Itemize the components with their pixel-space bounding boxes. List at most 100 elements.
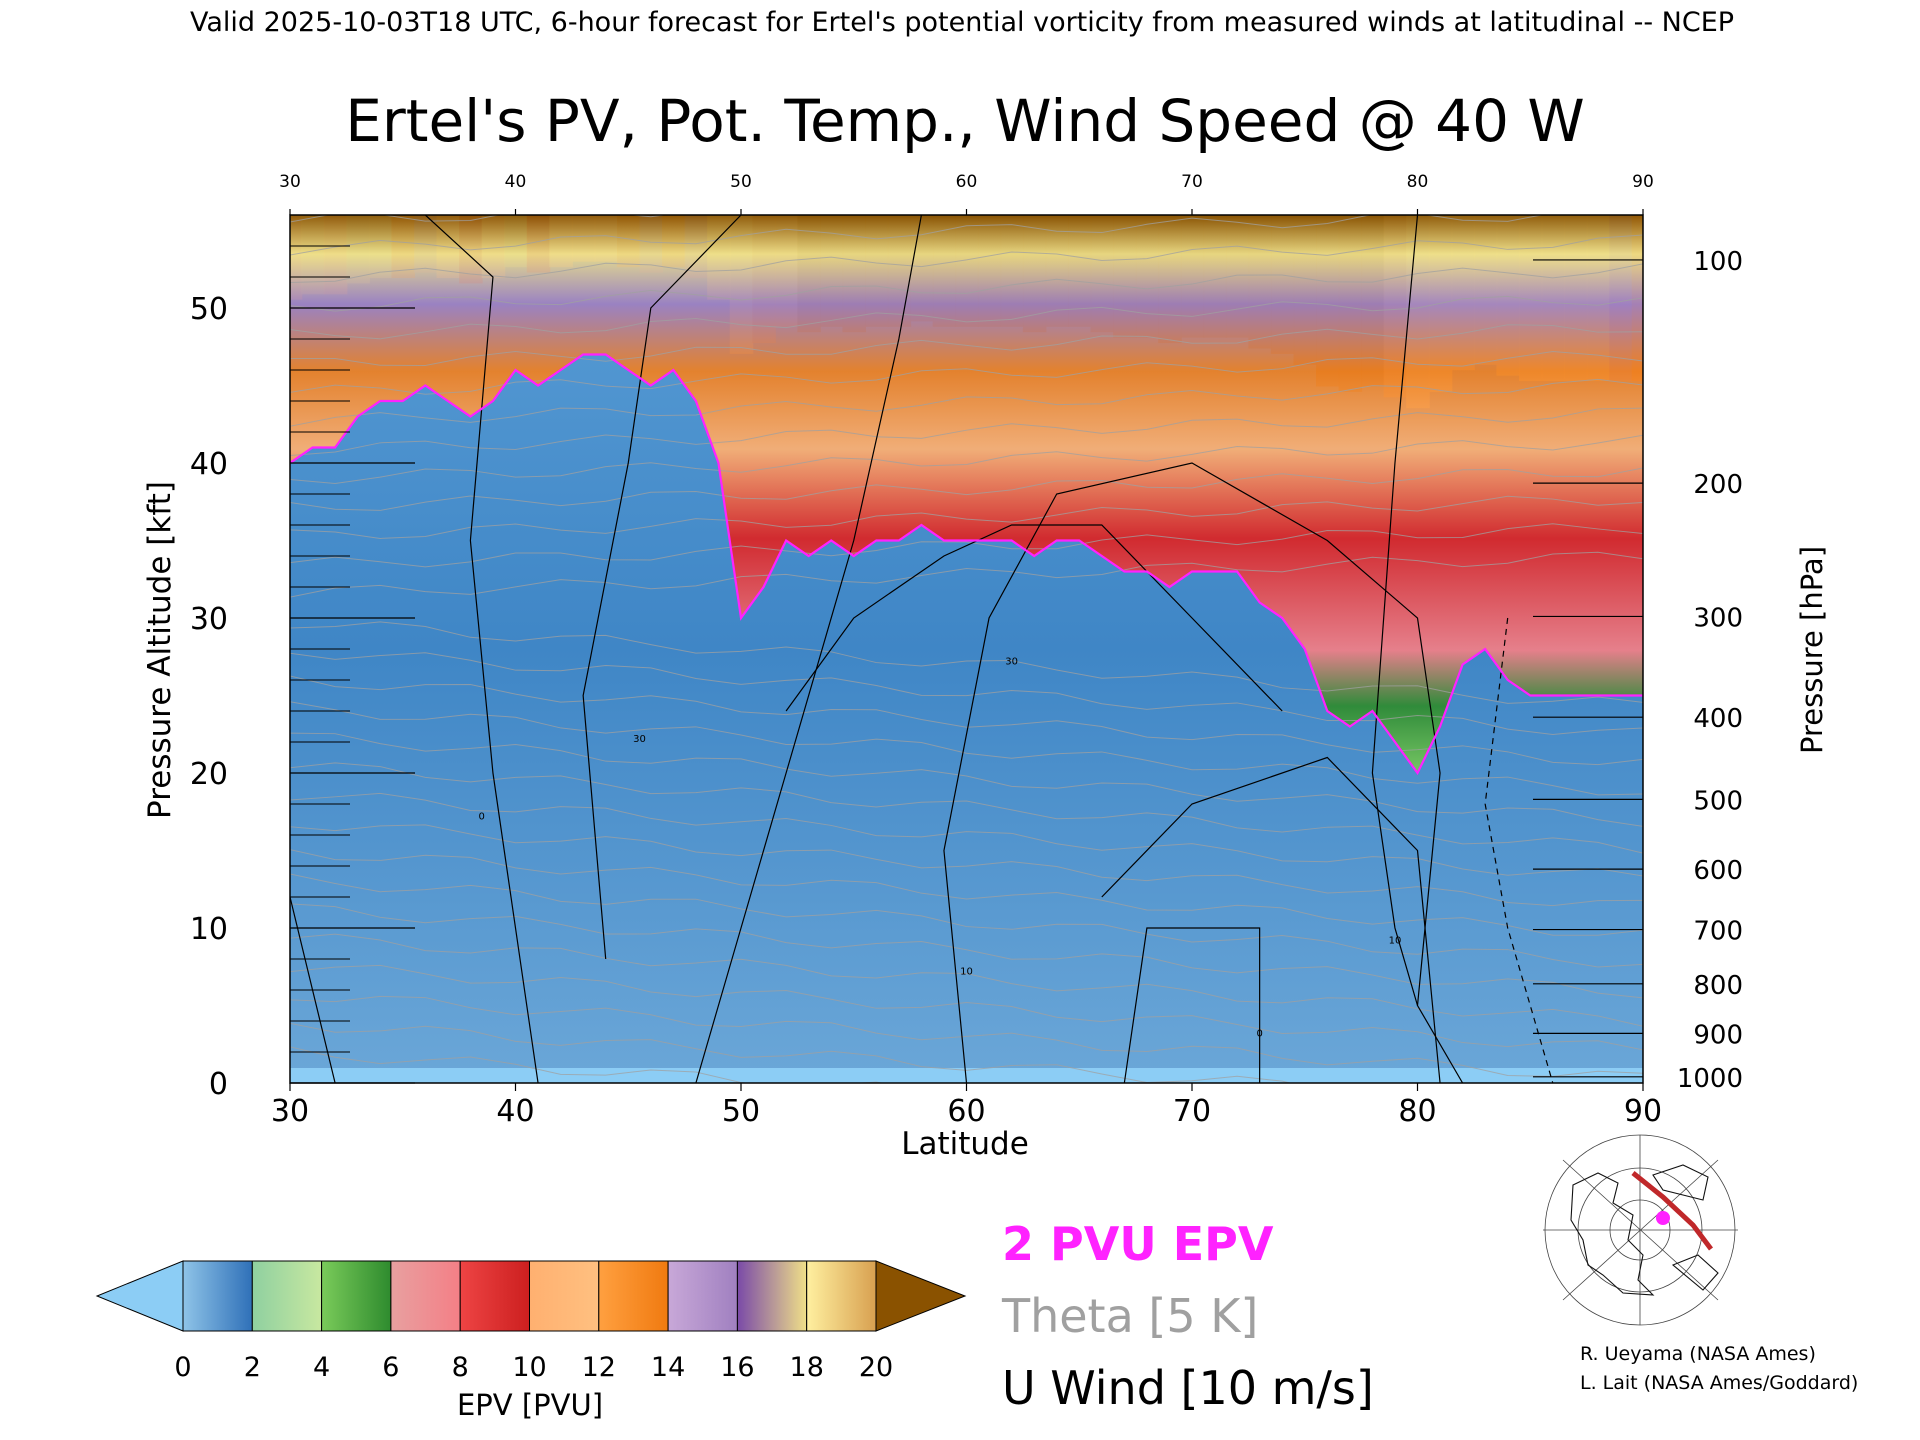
u-wind-contour [1371, 215, 1419, 1006]
pressure-tick-label: 200 [1693, 470, 1743, 500]
theta-isentrope [290, 621, 1643, 704]
pressure-tick-label: 700 [1693, 917, 1743, 947]
colorbar-over-arrow [875, 1260, 967, 1332]
pressure-tick-label: 500 [1693, 786, 1743, 816]
colorbar-bin [321, 1260, 392, 1332]
colorbar-tick-label: 12 [582, 1352, 616, 1383]
section-marker [1656, 1211, 1670, 1225]
u-wind-contour [785, 524, 1283, 712]
u-wind-contour [424, 215, 539, 1083]
colorbar-tick-label: 2 [244, 1352, 261, 1383]
colorbar-tick-label: 14 [651, 1352, 685, 1383]
x-tick-label: 50 [722, 1094, 760, 1129]
y-tick-label: 0 [209, 1067, 228, 1102]
u-wind-label: 0 [478, 812, 484, 823]
credits: R. Ueyama (NASA Ames) L. Lait (NASA Ames… [1580, 1340, 1858, 1398]
pressure-tick-label: 100 [1693, 247, 1743, 277]
u-wind-label: 30 [1005, 657, 1018, 668]
credit-line-2: L. Lait (NASA Ames/Goddard) [1580, 1372, 1859, 1394]
y-tick-label: 40 [190, 447, 228, 482]
top-x-tick-label: 90 [1632, 172, 1654, 192]
chart-title: Ertel's PV, Pot. Temp., Wind Speed @ 40 … [345, 87, 1585, 155]
x-tick-label: 40 [496, 1094, 534, 1129]
u-wind-label: 0 [1256, 1029, 1262, 1040]
theta-isentrope [290, 407, 1643, 457]
top-x-tick-label: 50 [730, 172, 752, 192]
colorbar: 0 2 4 6 8 10 12 14 16 18 20 [95, 1260, 967, 1383]
pressure-tick-label: 1000 [1677, 1064, 1743, 1094]
theta-isentrope [290, 792, 1643, 877]
theta-isentrope [290, 1022, 1293, 1083]
colorbar-bin [736, 1260, 808, 1332]
x-tick-label: 80 [1398, 1094, 1436, 1129]
theta-isentrope [290, 933, 1643, 1027]
top-x-tick-label: 80 [1407, 172, 1429, 192]
x-tick-label: 30 [271, 1094, 309, 1129]
y-tick-label: 20 [190, 757, 228, 792]
legend-item-theta: Theta [5 K] [1001, 1289, 1258, 1343]
u-wind-label: 10 [960, 967, 973, 978]
x-axis: 30 40 50 60 70 80 90 [271, 1083, 1662, 1129]
theta-isentrope [290, 1046, 885, 1083]
colorbar-label: EPV [PVU] [457, 1388, 603, 1422]
theta-isentrope [290, 467, 1643, 511]
u-wind-label: 10 [1389, 936, 1402, 947]
theta-isentrope [290, 434, 1643, 484]
x-tick-label: 70 [1173, 1094, 1211, 1129]
u-wind-label: 30 [633, 734, 646, 745]
theta-isentrope [290, 551, 1643, 598]
pressure-axis: 1000 900 800 700 600 500 400 300 200 100 [1533, 247, 1743, 1094]
colorbar-tick-label: 6 [382, 1352, 399, 1383]
x-axis-label: Latitude [901, 1126, 1029, 1162]
continent-outline [1570, 1164, 1719, 1296]
inset-map [1543, 1134, 1738, 1326]
theta-isentrope [290, 849, 1643, 936]
colorbar-bin [529, 1260, 600, 1332]
u-wind-contour [1484, 617, 1554, 1083]
colorbar-under-arrow [95, 1260, 184, 1332]
theta-isentrope [290, 995, 1643, 1077]
pv-2pvu-contour [290, 353, 1643, 776]
stratosphere-fill [290, 215, 1643, 773]
pressure-tick-label: 900 [1693, 1020, 1743, 1050]
colorbar-bin [182, 1260, 253, 1332]
u-wind-contour [1123, 927, 1261, 1083]
y-tick-label: 10 [190, 912, 228, 947]
colorbar-bin [667, 1260, 738, 1332]
theta-isentrope [290, 732, 1643, 827]
theta-isentrope [290, 762, 1643, 854]
u-wind-contour [582, 215, 742, 960]
pressure-tick-label: 600 [1693, 856, 1743, 886]
theta-isentrope [290, 824, 1643, 907]
top-x-tick-label: 60 [956, 172, 978, 192]
top-x-tick-label: 70 [1181, 172, 1203, 192]
colorbar-tick-label: 4 [313, 1352, 330, 1383]
surface-low-pv-band [290, 1068, 1643, 1083]
theta-isentrope [290, 701, 1643, 796]
pressure-tick-label: 300 [1693, 603, 1743, 633]
theta-isentrope [290, 675, 1643, 766]
theta-isentrope [290, 495, 1643, 539]
theta-isentrope [290, 378, 1643, 427]
x-tick-label: 60 [947, 1094, 985, 1129]
colorbar-tick-label: 0 [174, 1352, 191, 1383]
u-wind-contour [943, 462, 1464, 1083]
x-tick-label: 90 [1624, 1094, 1662, 1129]
colorbar-tick-label: 16 [720, 1352, 754, 1383]
u-wind-contour [695, 215, 922, 1083]
credit-line-1: R. Ueyama (NASA Ames) [1580, 1343, 1816, 1365]
theta-isentrope [290, 234, 1643, 284]
y-axis-label: Pressure Altitude [kft] [142, 481, 178, 819]
y-tick-label: 30 [190, 602, 228, 637]
plot-area: 0 30 10 30 0 10 [290, 215, 1643, 1083]
top-x-axis: 30 40 50 60 70 80 90 [279, 172, 1654, 215]
colorbar-tick-label: 20 [859, 1352, 893, 1383]
theta-isentrope [290, 523, 1643, 568]
theta-isentrope [290, 295, 1643, 340]
y-tick-label: 50 [190, 292, 228, 327]
colorbar-tick-label: 18 [790, 1352, 824, 1383]
legend-item-wind: U Wind [10 m/s] [1002, 1361, 1374, 1415]
legend-item-pv: 2 PVU EPV [1002, 1217, 1274, 1271]
colorbar-bin [251, 1260, 323, 1332]
